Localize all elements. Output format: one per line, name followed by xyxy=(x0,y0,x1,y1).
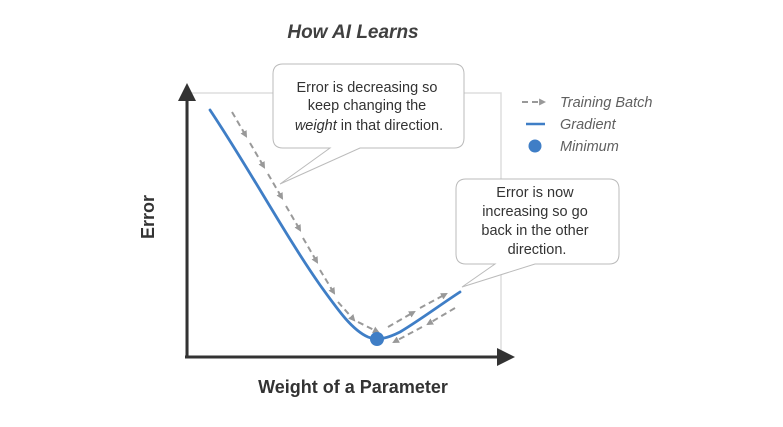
legend-label-training-batch: Training Batch xyxy=(560,95,652,111)
y-axis-label: Error xyxy=(138,195,158,239)
batch-arrow-4 xyxy=(285,205,302,232)
callout-decreasing-emphasis: weight xyxy=(295,118,338,134)
minimum-dot xyxy=(370,332,384,346)
callout-increasing-line4: direction. xyxy=(508,242,567,258)
batch-arrow-7 xyxy=(337,301,356,322)
callout-decreasing-text: Error is decreasing so keep changing the… xyxy=(295,80,443,134)
callout-decreasing-line1: Error is decreasing so xyxy=(296,80,437,96)
callout-increasing-bubble xyxy=(455,178,620,288)
dot-icon xyxy=(528,139,542,153)
legend-label-minimum: Minimum xyxy=(560,139,619,155)
legend-label-gradient: Gradient xyxy=(560,117,617,133)
batch-arrow-6 xyxy=(319,269,336,295)
callout-decreasing-line3: weight in that direction. xyxy=(295,118,443,134)
batch-arrow-5 xyxy=(302,237,319,264)
callout-decreasing-line3-rest: in that direction. xyxy=(337,118,443,134)
callout-increasing: Error is now increasing so go back in th… xyxy=(455,178,620,288)
callout-increasing-line2: increasing so go xyxy=(482,204,588,220)
legend-item-minimum: Minimum xyxy=(528,139,619,155)
batch-arrow-3 xyxy=(267,173,284,200)
training-batch-arrows-overshoot xyxy=(387,293,456,343)
callout-increasing-line1: Error is now xyxy=(496,185,574,201)
batch-arrow-9 xyxy=(387,310,416,328)
gradient-curve xyxy=(208,108,462,341)
batch-arrow-1 xyxy=(231,111,248,138)
callout-increasing-line3: back in the other xyxy=(481,223,588,239)
callout-increasing-text: Error is now increasing so go back in th… xyxy=(481,185,592,258)
batch-arrow-8 xyxy=(357,321,380,333)
x-axis-label: Weight of a Parameter xyxy=(258,377,448,397)
legend-item-training-batch: Training Batch xyxy=(522,95,652,111)
callout-decreasing-line2: keep changing the xyxy=(308,98,427,114)
legend: Training Batch Gradient Minimum xyxy=(522,95,652,155)
diagram-title: How AI Learns xyxy=(287,22,418,43)
training-batch-arrows-descending xyxy=(231,111,380,333)
batch-arrow-10 xyxy=(419,293,448,309)
callout-decreasing-bubble xyxy=(272,63,465,185)
callout-decreasing: Error is decreasing so keep changing the… xyxy=(272,63,465,185)
legend-item-gradient: Gradient xyxy=(526,117,617,133)
batch-arrow-11 xyxy=(426,307,456,326)
batch-arrow-2 xyxy=(249,142,266,169)
batch-arrow-12 xyxy=(392,326,423,343)
